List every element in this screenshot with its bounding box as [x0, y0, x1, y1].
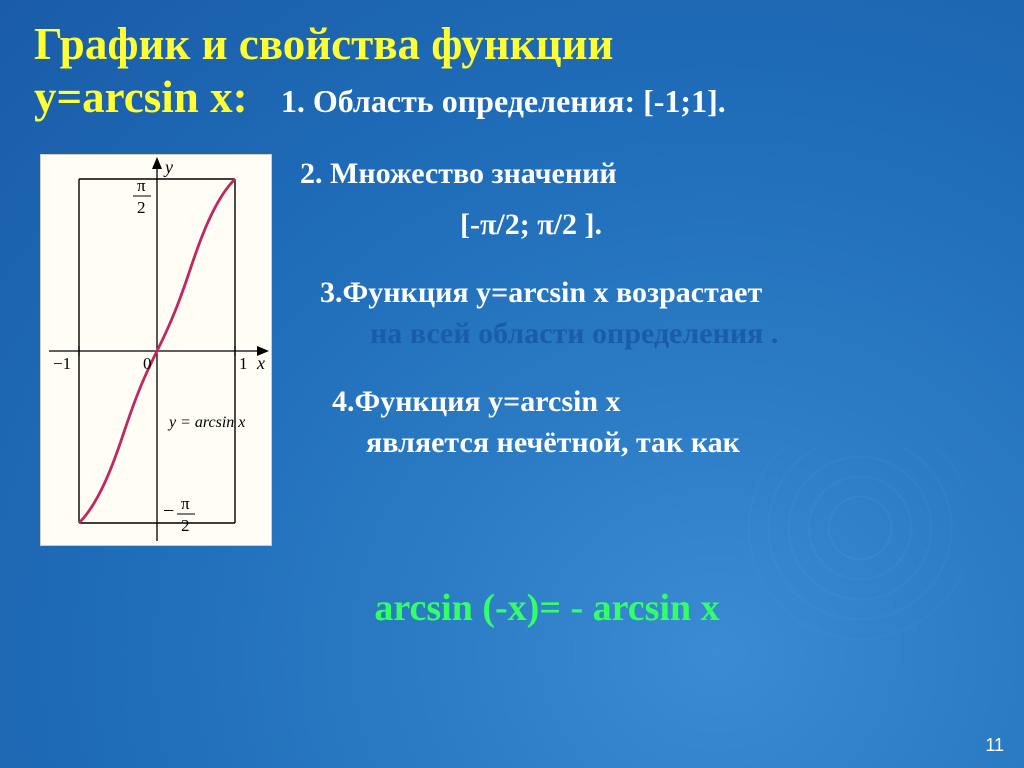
- label-y: y: [163, 157, 173, 177]
- content-row: y x 0 −1 1 π 2 − π 2 y = arcsin x: [34, 154, 990, 546]
- label-pi-top-num: π: [137, 176, 146, 195]
- property-2-sub: [-π/2; π/2 ].: [460, 205, 990, 246]
- graph-svg: y x 0 −1 1 π 2 − π 2 y = arcsin x: [41, 155, 273, 547]
- label-x: x: [256, 353, 265, 373]
- title-line2: y=arcsin x:: [34, 72, 248, 122]
- label-zero: 0: [143, 354, 152, 373]
- slide-container: График и свойства функции y=arcsin x: 1.…: [0, 0, 1024, 768]
- label-pi-top-den: 2: [137, 198, 146, 217]
- title-line1: График и свойства функции: [34, 18, 990, 71]
- property-4-head: 4.Функция y=arcsin x: [332, 385, 621, 418]
- label-pos1: 1: [239, 354, 248, 373]
- identity-formula: arcsin (-x)= - arcsin x: [104, 586, 990, 630]
- property-3-body: на всей области определения .: [320, 314, 990, 355]
- property-4: 4.Функция y=arcsin x является нечётной, …: [300, 382, 990, 463]
- properties-list: 2. Множество значений [-π/2; π/2 ]. 3.Фу…: [300, 154, 990, 546]
- property-2: 2. Множество значений [-π/2; π/2 ].: [300, 154, 990, 245]
- property-4-body: является нечётной, так как: [332, 423, 990, 464]
- property-1: 1. Область определения: [-1;1].: [281, 83, 726, 119]
- slide-title: График и свойства функции y=arcsin x: 1.…: [34, 18, 990, 124]
- graph-container: y x 0 −1 1 π 2 − π 2 y = arcsin x: [40, 154, 272, 546]
- label-pi-bot-num: π: [181, 494, 190, 513]
- page-number: 11: [985, 735, 1004, 756]
- label-minus: −: [163, 500, 174, 522]
- property-3: 3.Функция y=arcsin x возрастает на всей …: [300, 273, 990, 354]
- label-func: y = arcsin x: [167, 414, 245, 431]
- property-3-head: 3.Функция y=arcsin x возрастает: [320, 276, 762, 309]
- label-pi-bot-den: 2: [181, 516, 190, 535]
- y-axis-arrow: [152, 157, 162, 169]
- identity-text: arcsin (-x)= - arcsin x: [374, 587, 719, 629]
- arcsin-graph: y x 0 −1 1 π 2 − π 2 y = arcsin x: [40, 154, 272, 546]
- property-2-head: 2. Множество значений: [300, 157, 617, 190]
- label-neg1: −1: [53, 354, 71, 373]
